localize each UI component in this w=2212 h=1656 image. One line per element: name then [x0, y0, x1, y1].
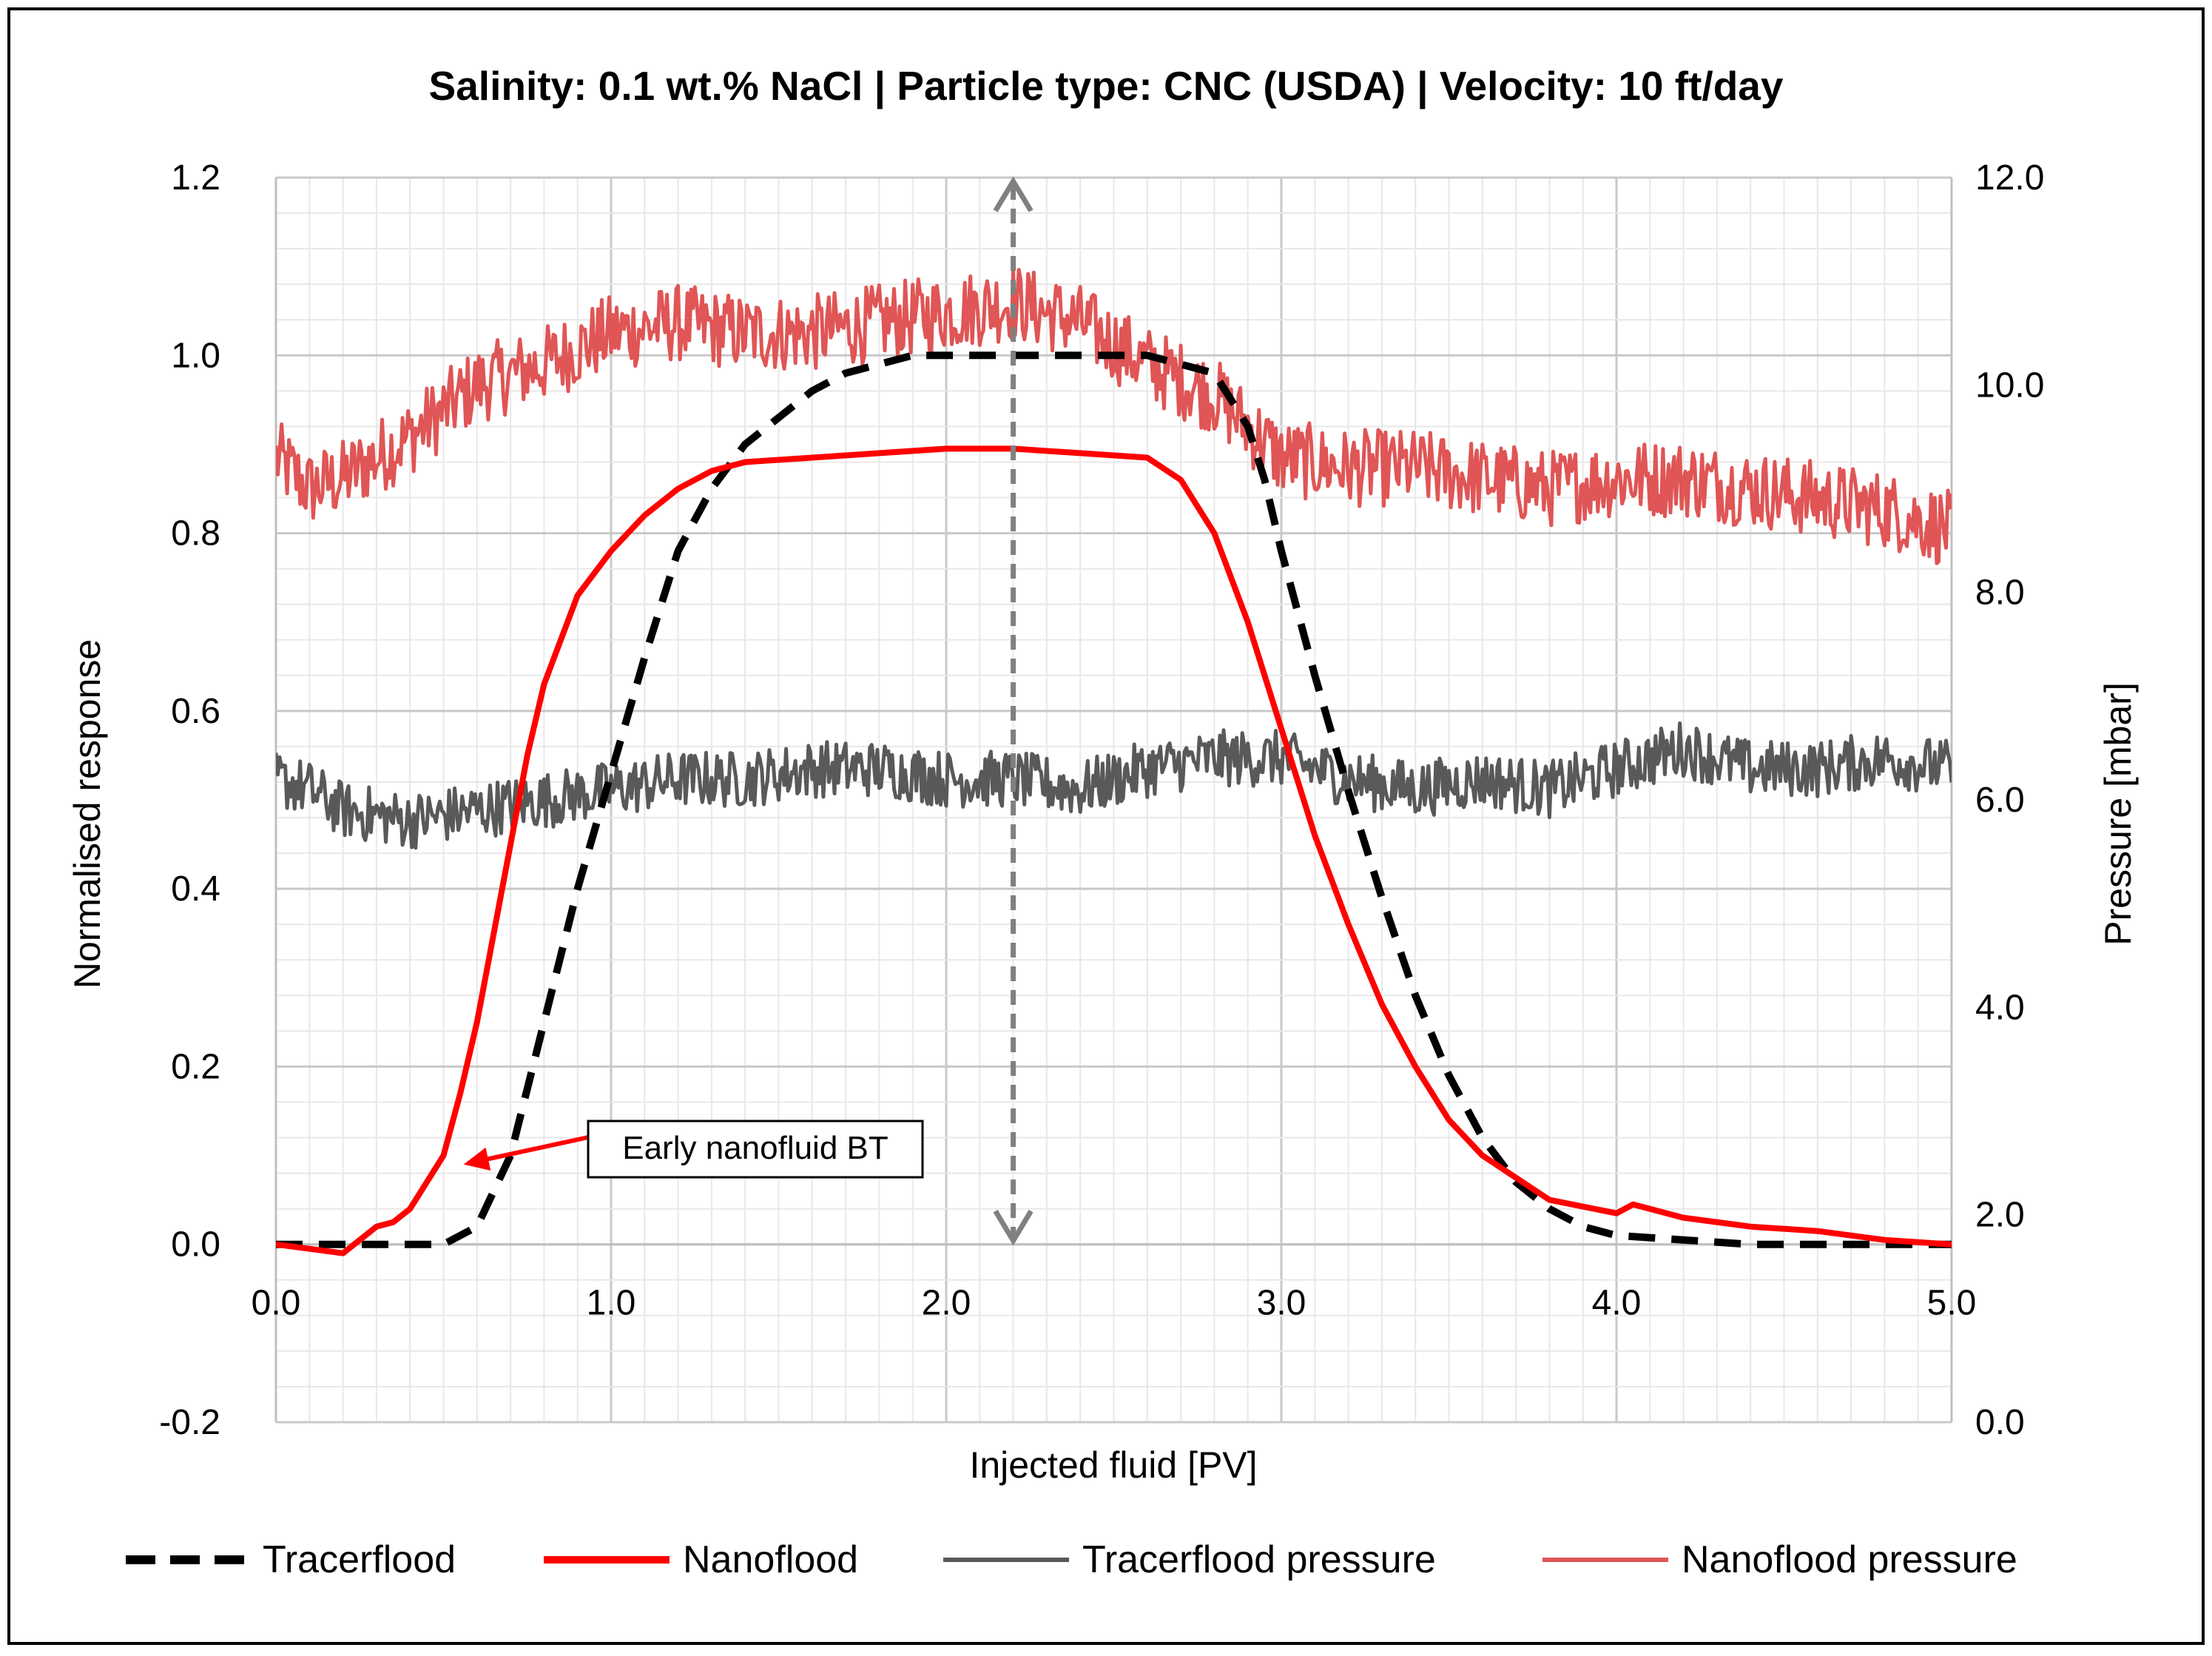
legend-label-nanoflood-pressure: Nanoflood pressure — [1682, 1538, 2017, 1581]
y-tick-label: 0.8 — [171, 514, 220, 553]
legend-item-tracerflood-pressure: Tracerflood pressure — [943, 1538, 1436, 1581]
tracerflood-pressure-line — [276, 721, 1952, 850]
y2-tick-label: 10.0 — [1975, 366, 2044, 405]
legend-item-tracerflood: Tracerflood — [126, 1538, 456, 1581]
x-tick-label: 2.0 — [922, 1284, 971, 1323]
legend: Tracerflood Nanoflood Tracerflood pressu… — [126, 1538, 2017, 1581]
y-tick-label: -0.2 — [159, 1403, 220, 1442]
legend-label-nanoflood: Nanoflood — [683, 1538, 858, 1581]
legend-item-nanoflood: Nanoflood — [544, 1538, 858, 1581]
y2-tick-label: 8.0 — [1975, 573, 2025, 613]
y2-tick-label: 6.0 — [1975, 781, 2025, 820]
early-bt-label: Early nanofluid BT — [622, 1130, 888, 1166]
early-bt-arrow — [476, 1135, 589, 1164]
y-tick-label: 1.0 — [171, 336, 220, 375]
x-tick-label: 3.0 — [1257, 1284, 1306, 1323]
y-axis-label: Normalised response — [67, 639, 108, 989]
x-tick-label: 1.0 — [587, 1284, 636, 1323]
y-tick-label: 1.2 — [171, 158, 220, 198]
y-tick-label: 0.2 — [171, 1047, 220, 1086]
nanoflood-pressure-line — [276, 268, 1952, 565]
y2-tick-label: 2.0 — [1975, 1196, 2025, 1235]
chart-frame — [7, 7, 2205, 1645]
y2-axis-label: Pressure [mbar] — [2097, 682, 2139, 946]
legend-item-nanoflood-pressure: Nanoflood pressure — [1542, 1538, 2017, 1581]
arrow-head-top — [993, 176, 1033, 212]
early-bt-label-box — [587, 1120, 924, 1179]
tick-labels: 0.0 1.0 2.0 3.0 4.0 5.0 -0.2 0.0 0.2 0.4 0.6 0.8 1.0… — [159, 158, 2044, 1442]
y-tick-label: 0.4 — [171, 869, 220, 909]
y-tick-label: 0.0 — [171, 1225, 220, 1265]
y2-tick-label: 12.0 — [1975, 158, 2044, 198]
x-tick-label: 4.0 — [1592, 1284, 1642, 1323]
arrow-head-bottom — [993, 1209, 1033, 1246]
x-axis-label: Injected fluid [PV] — [969, 1444, 1257, 1486]
annotations: Early nanofluid BT — [463, 176, 1033, 1246]
chart-title: Salinity: 0.1 wt.% NaCl | Particle type:… — [429, 63, 1784, 110]
legend-label-tracerflood-pressure: Tracerflood pressure — [1082, 1538, 1436, 1581]
nanoflood-line — [276, 445, 1952, 1256]
y2-tick-label: 0.0 — [1975, 1403, 2025, 1442]
axes — [274, 178, 1953, 1422]
x-tick-label: 0.0 — [252, 1284, 301, 1323]
x-tick-label: 5.0 — [1927, 1284, 1977, 1323]
series — [276, 268, 1952, 1256]
y-tick-label: 0.6 — [171, 692, 220, 731]
tracerflood-line — [276, 351, 1952, 1248]
early-bt-arrow-head — [463, 1147, 491, 1171]
legend-label-tracerflood: Tracerflood — [263, 1538, 456, 1581]
y2-tick-label: 4.0 — [1975, 988, 2025, 1027]
